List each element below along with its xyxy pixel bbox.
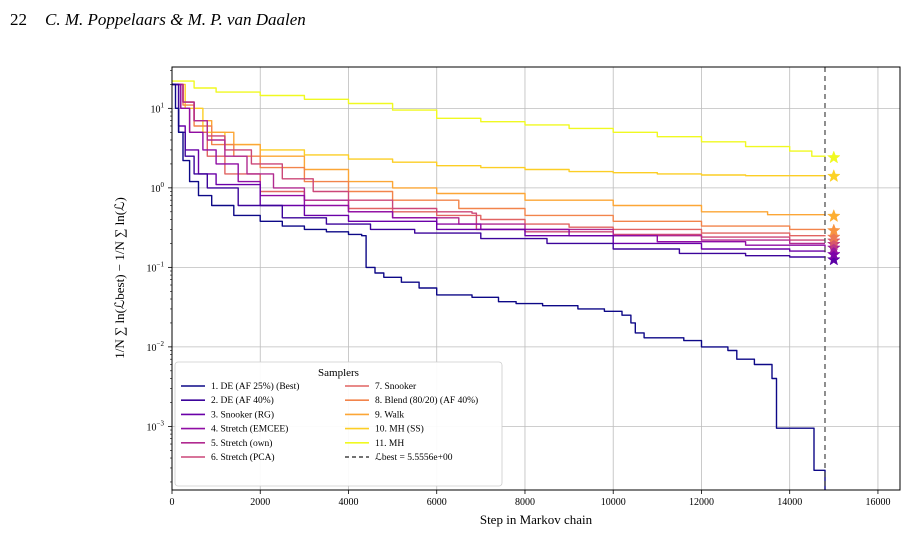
y-tick-label: 100 xyxy=(151,181,165,195)
legend: Samplers 1. DE (AF 25%) (Best) 2. DE (AF 4… xyxy=(174,361,503,487)
legend-entry: 10. MH (SS) xyxy=(375,424,424,435)
legend-entry: ℒbest = 5.5556e+00 xyxy=(375,452,453,463)
y-tick-label: 10−2 xyxy=(147,340,165,354)
page-header: 22 C. M. Poppelaars & M. P. van Daalen xyxy=(10,10,306,34)
final-star-marker xyxy=(826,252,841,266)
y-tick-label: 101 xyxy=(151,101,165,115)
page-authors: C. M. Poppelaars & M. P. van Daalen xyxy=(45,10,306,29)
final-star-marker xyxy=(826,168,841,183)
x-tick-label: 0 xyxy=(170,497,175,508)
y-axis-label: 1/N ∑ ln(ℒbest) − 1/N ∑ ln(ℒ) xyxy=(112,197,127,359)
final-markers xyxy=(826,150,841,266)
axis-ticks: 0 2000 4000 6000 8000 10000 12000 14000 16000 101… xyxy=(147,70,890,508)
series-line xyxy=(172,83,825,241)
legend-box xyxy=(174,361,503,487)
series-line xyxy=(172,83,826,248)
plot-frame xyxy=(171,66,901,491)
series-line xyxy=(172,83,826,177)
legend-entry: 2. DE (AF 40%) xyxy=(211,395,274,406)
legend-entry: 1. DE (AF 25%) (Best) xyxy=(211,381,299,392)
legend-entry: 5. Stretch (own) xyxy=(211,438,272,449)
page-number: 22 xyxy=(10,10,27,29)
series-line xyxy=(172,83,826,259)
legend-entry: 7. Snooker xyxy=(375,382,417,392)
legend-title: Samplers xyxy=(318,367,359,379)
series-lines xyxy=(172,80,826,490)
x-tick-label: 16000 xyxy=(865,497,890,508)
x-tick-label: 12000 xyxy=(689,497,714,508)
x-tick-label: 2000 xyxy=(250,497,270,508)
legend-entry: 8. Blend (80/20) (AF 40%) xyxy=(375,395,478,406)
legend-entry: 6. Stretch (PCA) xyxy=(211,452,275,463)
y-tick-label: 10−1 xyxy=(147,260,165,274)
x-tick-label: 14000 xyxy=(777,497,802,508)
x-axis-label: Step in Markov chain xyxy=(480,512,593,527)
series-line xyxy=(172,83,826,253)
x-tick-label: 4000 xyxy=(338,497,358,508)
x-tick-label: 10000 xyxy=(601,497,626,508)
legend-entry: 9. Walk xyxy=(375,410,404,420)
final-star-marker xyxy=(826,150,841,164)
final-star-marker xyxy=(826,233,841,247)
legend-entry: 4. Stretch (EMCEE) xyxy=(211,424,288,435)
legend-entry: 3. Snooker (RG) xyxy=(211,409,274,420)
final-star-marker xyxy=(826,208,841,223)
series-line xyxy=(172,83,826,490)
legend-entry: 11. MH xyxy=(375,439,404,449)
series-line xyxy=(172,83,826,237)
series-line xyxy=(172,83,826,231)
x-tick-label: 6000 xyxy=(427,497,447,508)
y-axis-label-text: 1/N ∑ ln(ℒbest) − 1/N ∑ ln(ℒ) xyxy=(112,197,127,359)
y-tick-label: 10−3 xyxy=(147,419,165,433)
final-star-marker xyxy=(826,247,841,261)
final-star-marker xyxy=(826,223,841,237)
final-star-marker xyxy=(826,229,841,244)
final-star-marker xyxy=(826,240,841,254)
series-line xyxy=(172,80,826,158)
x-tick-label: 8000 xyxy=(515,497,535,508)
